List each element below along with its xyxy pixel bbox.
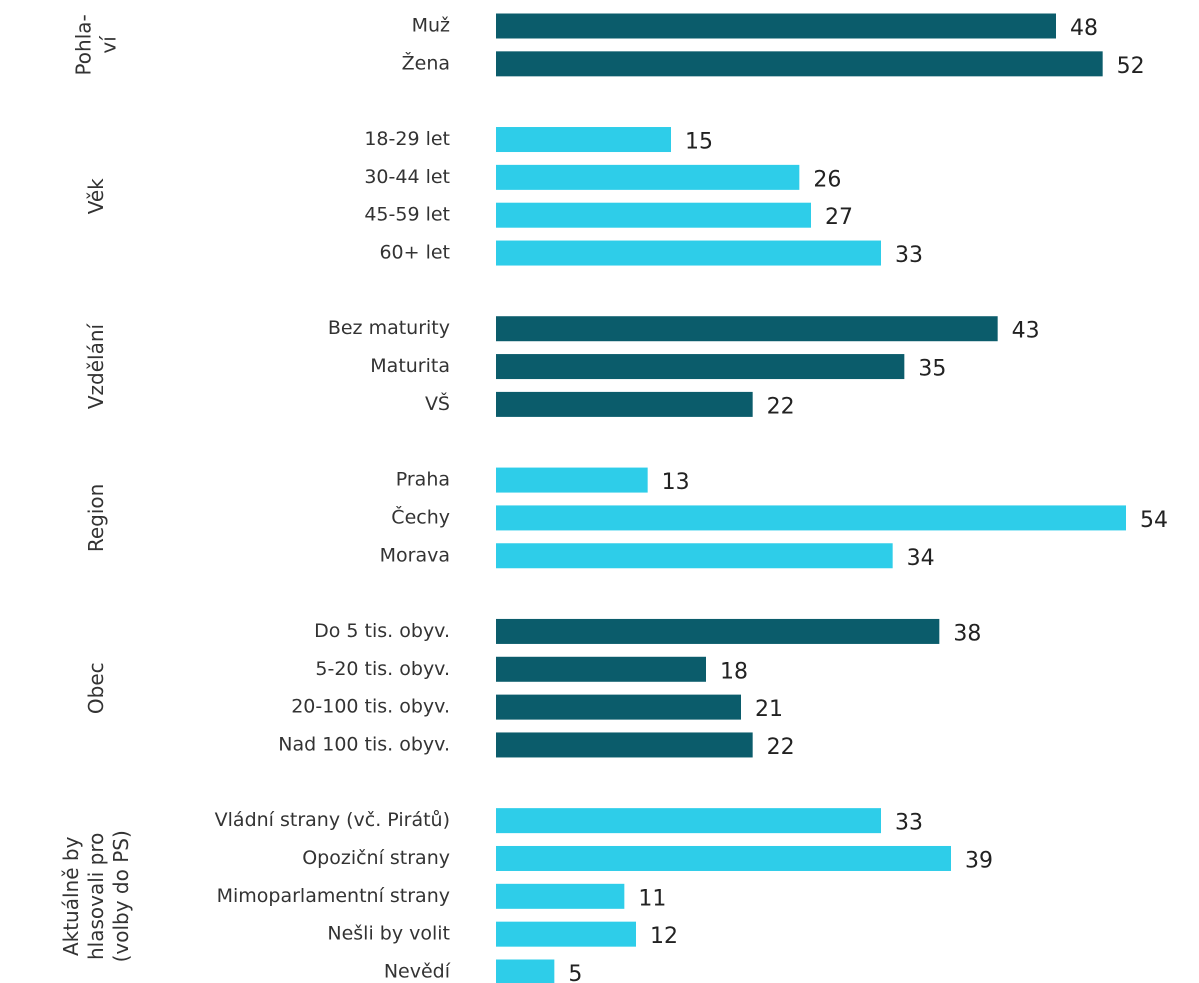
value-label: 34 [907,546,935,571]
value-label: 38 [953,621,981,646]
group-label-line: Pohla- [71,14,95,75]
bar [496,732,753,758]
value-label: 52 [1117,54,1145,79]
group-label-line: (volby do PS) [109,830,133,962]
value-label: 11 [638,886,666,911]
value-label: 27 [825,205,853,230]
bar [496,127,671,153]
value-label: 33 [895,243,923,268]
group-label-line: Obec [84,662,108,714]
bar [496,618,940,644]
bar [496,921,636,947]
value-label: 43 [1012,319,1040,344]
bar [496,959,555,983]
category-label: Morava [380,544,450,566]
value-label: 22 [767,735,795,760]
bar [496,316,998,342]
group-label-line: Region [84,484,108,552]
group-label: Obec [84,662,108,714]
category-label: Do 5 tis. obyv. [314,620,450,642]
group-label: Vzdělání [84,323,108,410]
bar [496,202,811,228]
bar [496,391,753,417]
category-label: Muž [412,15,450,37]
category-label: Praha [396,469,450,491]
value-label: 48 [1070,16,1098,41]
bar [496,13,1056,39]
category-label: Žena [402,51,450,74]
value-label: 35 [918,357,946,382]
bar [496,51,1103,77]
category-label: VŠ [425,391,450,415]
category-label: Bez maturity [328,317,450,339]
value-label: 13 [662,470,690,495]
bar [496,543,893,569]
bar [496,240,881,266]
bar [496,808,881,834]
bar [496,883,625,909]
category-label: Maturita [370,355,450,377]
group-label: Věk [84,178,108,214]
category-label: Nad 100 tis. obyv. [278,733,450,755]
bar [496,694,741,720]
category-label: 30-44 let [364,166,450,188]
category-label: Nevědí [384,961,451,983]
category-label: 5-20 tis. obyv. [315,658,450,680]
bar [496,505,1126,531]
category-label: Vládní strany (vč. Pirátů) [215,809,450,831]
category-label: 45-59 let [364,204,450,226]
group-label-line: Aktuálně by [59,836,83,956]
value-label: 15 [685,130,713,155]
bar [496,354,905,380]
group-label-line: Vzdělání [84,323,108,410]
group-label-line: Věk [84,178,108,214]
bar [496,467,648,493]
value-label: 33 [895,811,923,836]
category-label: 18-29 let [364,128,450,150]
bar [496,164,800,190]
value-label: 39 [965,848,993,873]
group-label: Aktuálně byhlasovali pro(volby do PS) [59,830,133,962]
value-label: 26 [813,167,841,192]
value-label: 18 [720,659,748,684]
value-label: 5 [568,962,582,983]
category-label: 20-100 tis. obyv. [291,696,450,718]
bar [496,656,706,682]
group-label: Region [84,484,108,552]
group-label: Pohla-ví [71,14,120,75]
group-label-line: ví [96,35,120,54]
value-label: 22 [767,394,795,419]
value-label: 21 [755,697,783,722]
category-label: 60+ let [379,242,450,264]
value-label: 12 [650,924,678,949]
category-label: Čechy [391,504,450,528]
bar [496,845,951,871]
category-label: Opoziční strany [302,847,450,869]
category-label: Nešli by volit [327,923,450,945]
value-label: 54 [1140,508,1168,533]
group-label-line: hlasovali pro [84,833,108,960]
category-label: Mimoparlamentní strany [217,885,450,907]
